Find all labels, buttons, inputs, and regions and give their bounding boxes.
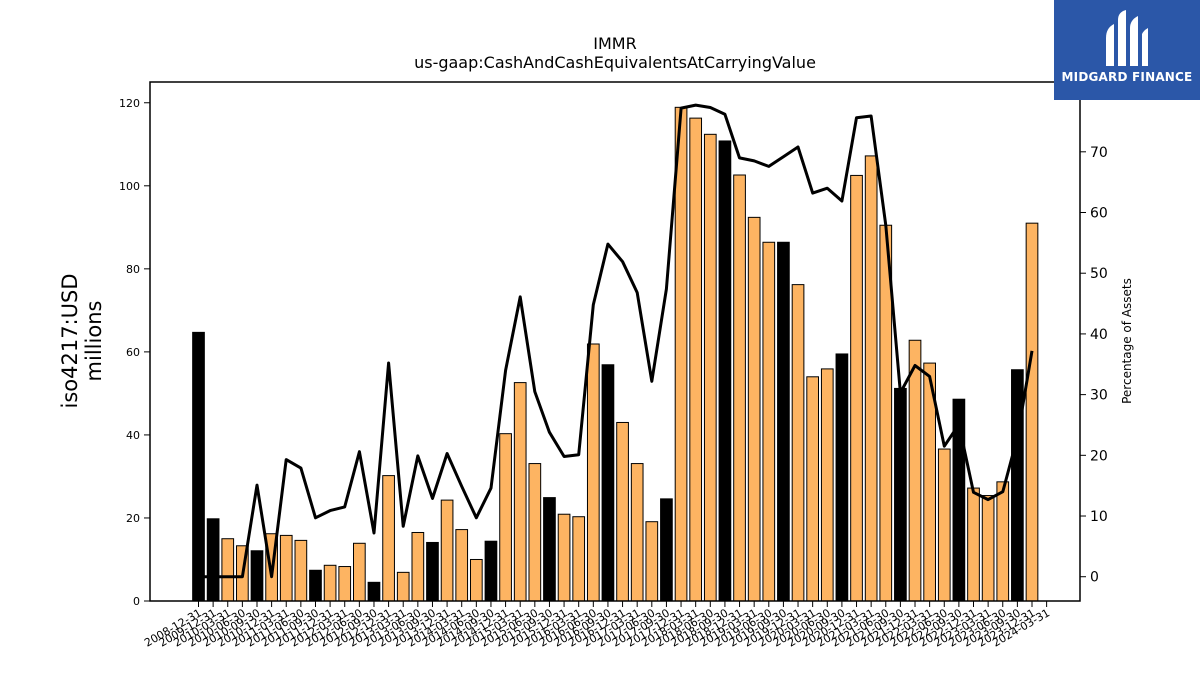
bar — [835, 353, 849, 602]
bar — [586, 343, 600, 602]
bar — [996, 481, 1010, 602]
plot-frame — [149, 81, 1081, 602]
bar — [440, 499, 454, 602]
bar — [908, 339, 922, 602]
bar — [777, 241, 790, 602]
bar — [469, 558, 483, 602]
bar — [645, 521, 659, 602]
y-tick-label: 80 — [126, 263, 140, 276]
bar — [791, 284, 805, 602]
bar — [353, 542, 366, 602]
y-tick-label: 100 — [119, 180, 140, 193]
percentage-line — [198, 103, 1034, 579]
bar — [806, 376, 820, 602]
bar — [411, 531, 425, 602]
chart-subtitle: us-gaap:CashAndCashEquivalentsAtCarrying… — [414, 53, 816, 72]
bar — [981, 495, 995, 602]
bar — [718, 140, 732, 602]
bar — [630, 463, 644, 602]
logo-mark-icon — [1106, 10, 1148, 66]
y2-tick-label: 50 — [1090, 266, 1108, 282]
y-tick-label: 40 — [126, 429, 140, 442]
bar — [864, 155, 878, 602]
bar — [820, 368, 834, 602]
bar — [294, 539, 308, 602]
bar — [192, 331, 205, 602]
bar — [689, 117, 703, 602]
bar — [426, 541, 439, 602]
bar — [513, 382, 527, 602]
bar — [250, 550, 264, 602]
y2-tick-label: 10 — [1090, 509, 1108, 525]
bar — [396, 571, 410, 602]
y2-tick-label: 60 — [1090, 206, 1108, 222]
y2-tick-label: 0 — [1090, 570, 1099, 586]
bar-series — [192, 106, 1039, 602]
bar — [206, 518, 220, 602]
bar — [528, 463, 542, 602]
bar — [660, 498, 673, 602]
y-axis-right: 0 10 20 30 40 50 60 70 — [1080, 145, 1108, 586]
y-tick-label: 60 — [126, 346, 140, 359]
y2-tick-label: 40 — [1090, 327, 1108, 343]
bar — [967, 487, 980, 602]
bar — [601, 364, 615, 602]
midgard-finance-logo: MIDGARD FINANCE — [1054, 0, 1200, 100]
bar — [733, 174, 746, 602]
bar — [937, 448, 951, 602]
y-tick-label: 120 — [119, 97, 140, 110]
chart-title: IMMR — [593, 34, 636, 53]
bar — [543, 497, 556, 602]
bar — [616, 421, 629, 602]
x-axis: 2008-12-312009-12-312010-03-312010-06-30… — [142, 601, 1052, 650]
bar — [382, 475, 395, 602]
bar — [1025, 222, 1039, 602]
y2-tick-label: 30 — [1090, 388, 1108, 404]
y-axis-left: 0 20 40 60 80 100 120 — [119, 97, 150, 608]
bar — [850, 174, 863, 602]
bar — [279, 534, 293, 602]
bar — [557, 513, 571, 602]
bar — [323, 564, 337, 602]
y2-axis-label: Percentage of Assets — [1120, 278, 1134, 404]
bar — [484, 540, 498, 602]
bar — [221, 538, 235, 602]
bar — [455, 529, 469, 602]
bar — [674, 106, 688, 602]
bar — [703, 133, 717, 602]
bar — [309, 569, 322, 602]
bar — [747, 216, 761, 602]
bar — [367, 581, 381, 602]
bar — [762, 241, 776, 602]
y-axis-label: iso4217:USDmillions — [58, 273, 106, 408]
bar — [894, 387, 907, 602]
y2-tick-label: 20 — [1090, 448, 1108, 464]
y2-tick-label: 70 — [1090, 145, 1108, 161]
y-tick-label: 0 — [133, 595, 140, 608]
brand-name: MIDGARD FINANCE — [1061, 70, 1193, 84]
bar — [572, 516, 586, 602]
y-tick-label: 20 — [126, 512, 140, 525]
bar — [499, 433, 512, 602]
bar — [338, 566, 352, 602]
